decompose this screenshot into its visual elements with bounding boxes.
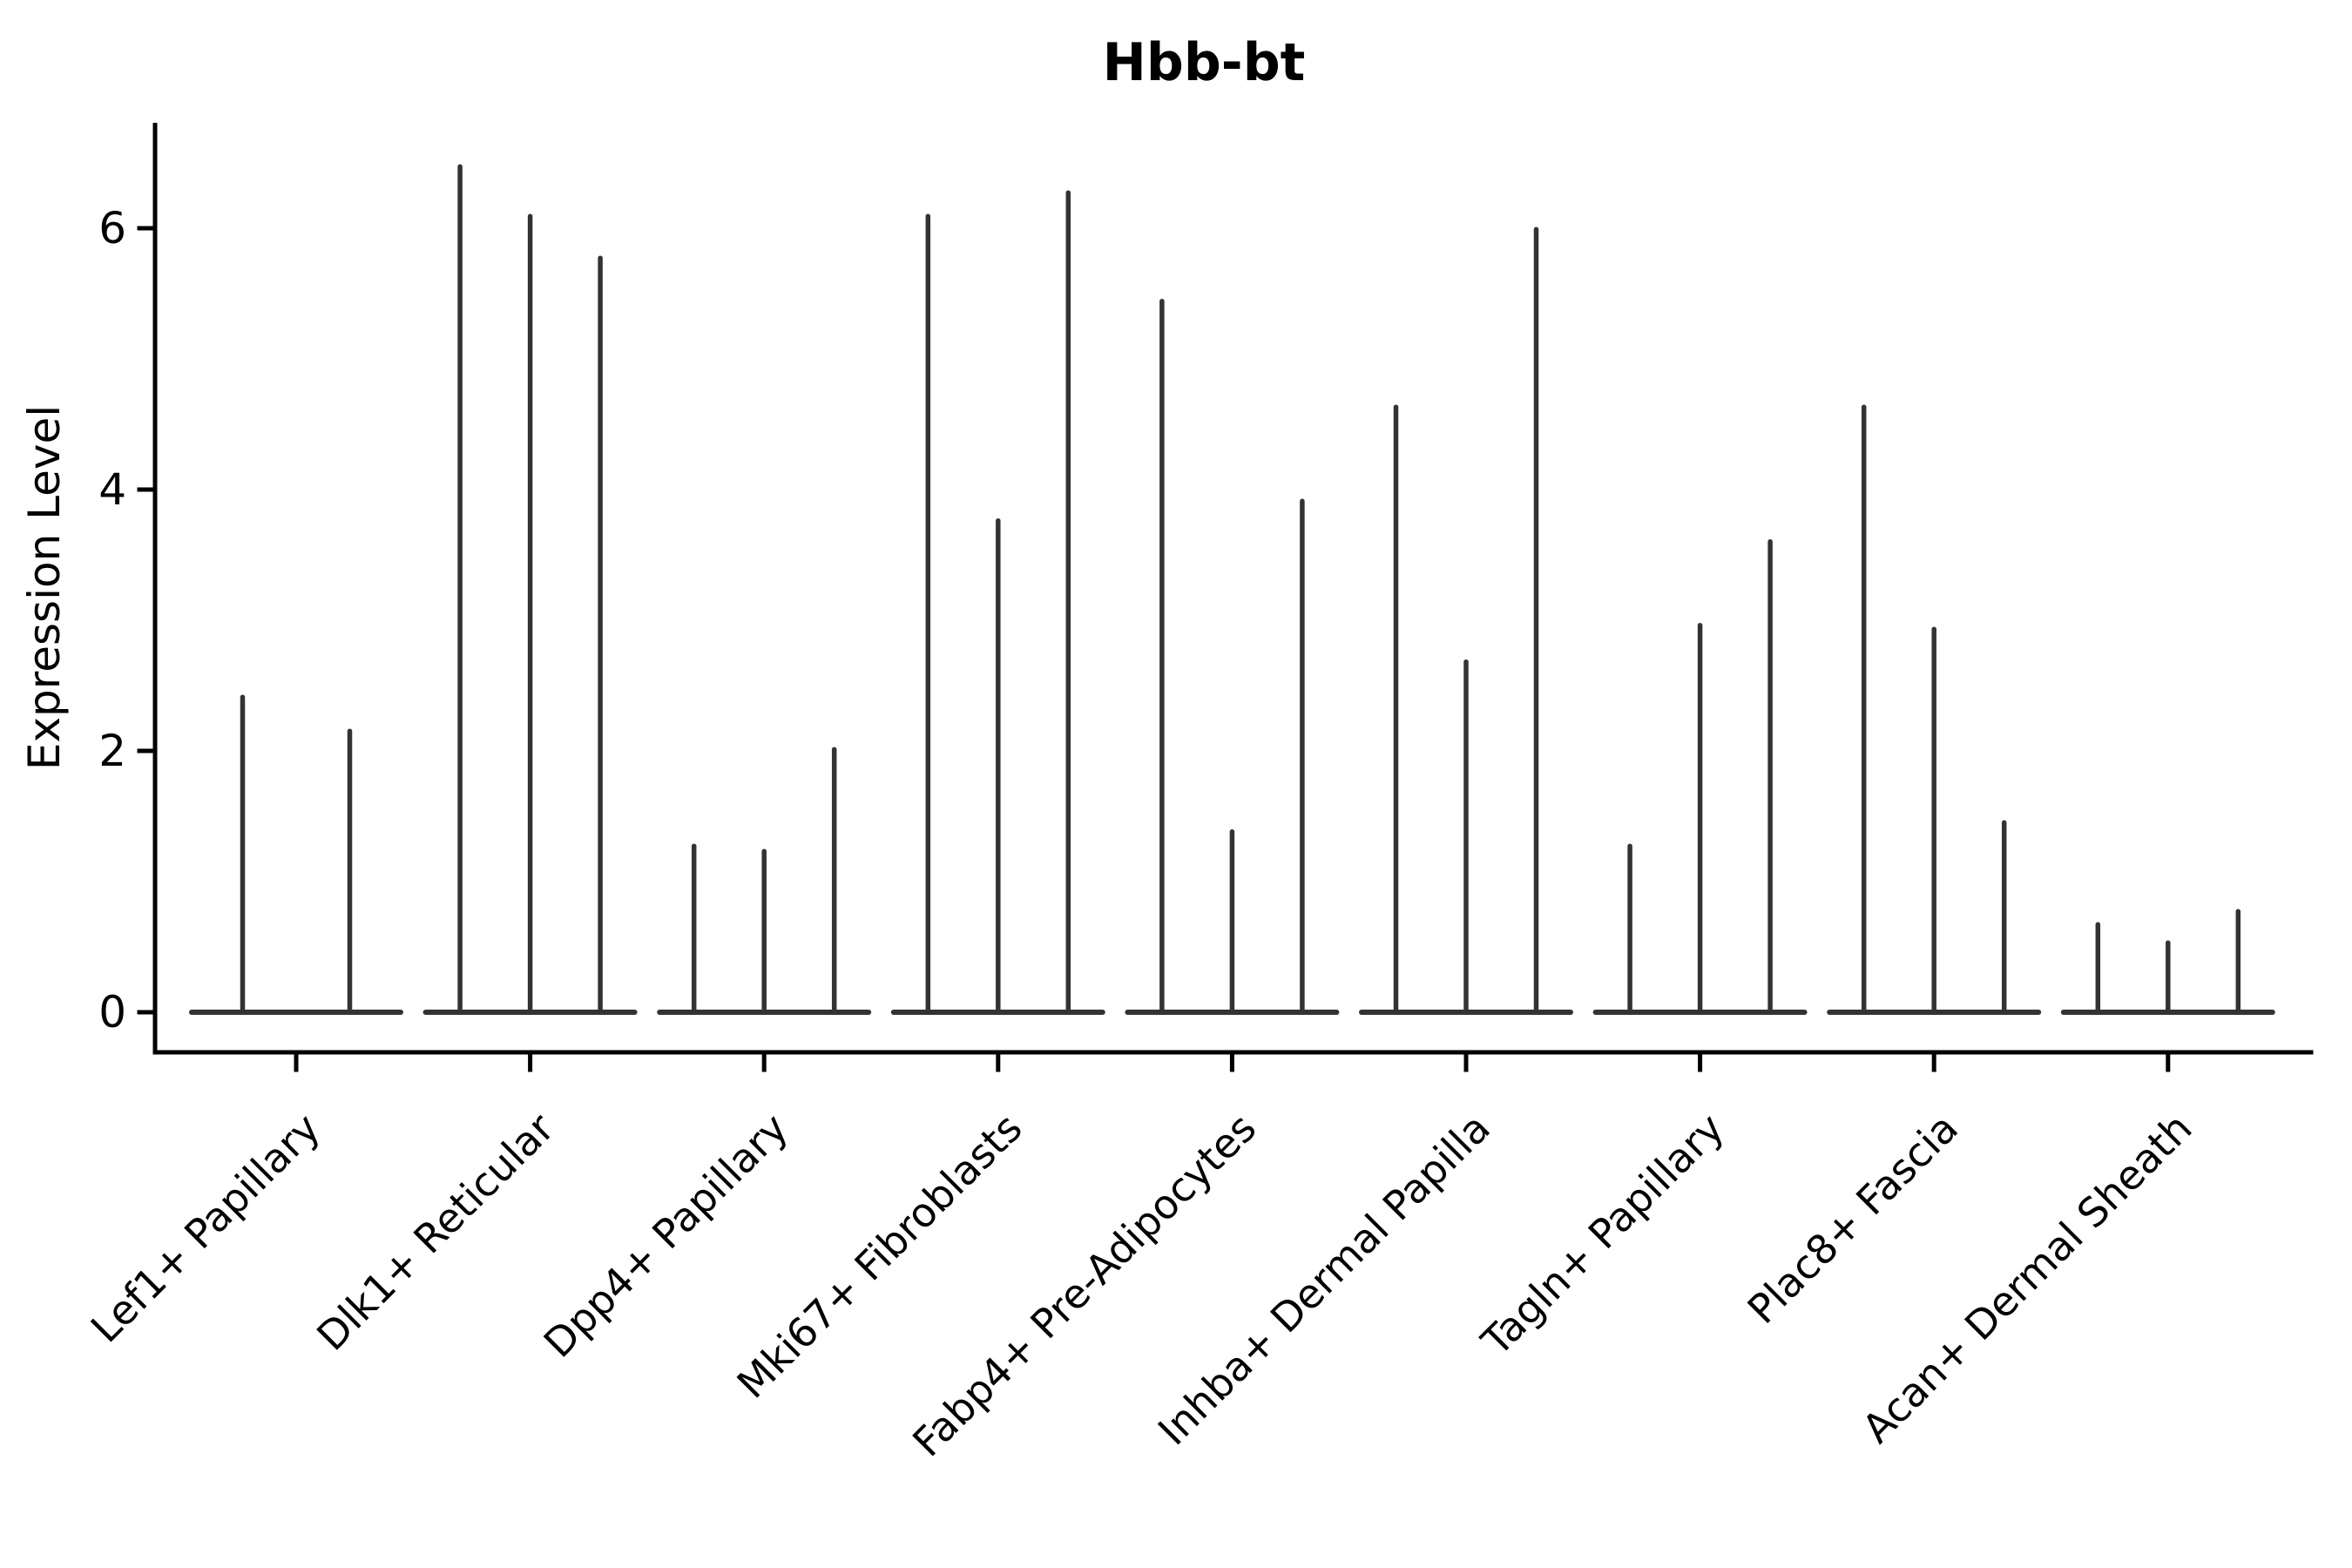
y-axis-label: Expression Level [19,405,70,770]
x-axis-tick [2166,1054,2171,1072]
violin-spike [925,213,931,1014]
violin-spike [1300,498,1305,1014]
violin-baseline [189,1010,403,1015]
x-axis-tick [996,1054,1001,1072]
y-axis-tick [137,487,153,492]
x-axis-tick [528,1054,533,1072]
violin-spike [1861,404,1867,1014]
violin-spike [1065,190,1071,1014]
violin-spike [1393,404,1399,1014]
violin-spike [240,694,246,1014]
x-axis-tick [761,1054,767,1072]
y-axis-tick-label: 0 [98,987,126,1037]
y-axis-spine [152,123,158,1055]
y-axis-tick-label: 4 [98,464,126,515]
violin-spike [457,164,463,1014]
y-axis-tick [137,1010,153,1015]
x-axis-tick [1229,1054,1234,1072]
violin-spike [347,728,353,1014]
violin-spike [761,848,767,1014]
y-axis-tick [137,226,153,231]
y-axis-tick [137,748,153,754]
violin-spike [1627,843,1632,1014]
y-axis-tick-label: 2 [98,726,126,776]
violin-spike [598,255,603,1014]
violin-spike [2001,820,2007,1014]
violin-spike [691,843,697,1014]
x-axis-tick [1463,1054,1469,1072]
violin-spike [1463,659,1469,1014]
violin-spike [1229,829,1235,1014]
violin-spike [1767,539,1773,1014]
chart-title: Hbb-bt [1103,32,1306,93]
violin-spike [1159,299,1165,1014]
violin-spike [2095,922,2101,1014]
violin-spike [1697,623,1703,1014]
violin-spike [1533,226,1539,1014]
violin-spike [2166,940,2171,1014]
x-axis-tick [294,1054,299,1072]
y-axis-tick-label: 6 [98,203,126,253]
x-axis-spine [152,1050,2314,1055]
violin-spike [2235,909,2241,1014]
violin-spike [831,747,837,1014]
violin-spike [996,518,1001,1014]
x-axis-tick [1931,1054,1936,1072]
violin-spike [1931,626,1936,1014]
violin-spike [527,213,533,1014]
x-axis-tick [1698,1054,1703,1072]
